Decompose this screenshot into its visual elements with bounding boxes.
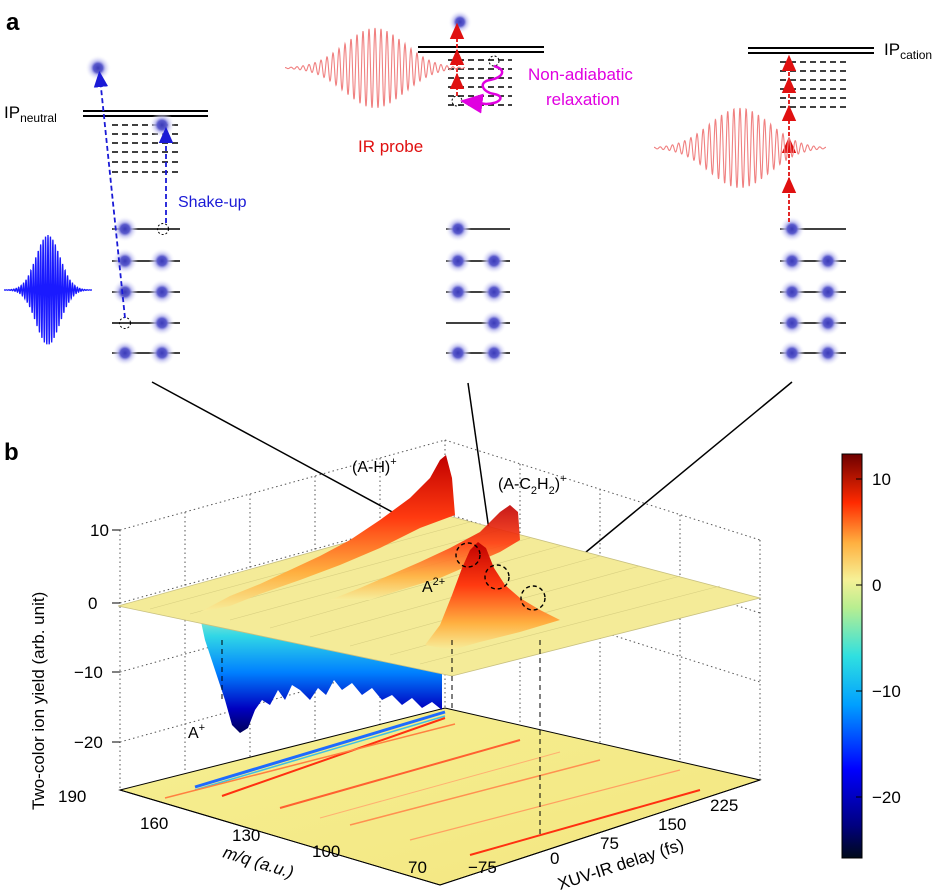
ir-pulse-icon [653, 107, 827, 188]
ip-neutral-label: IPneutral [4, 103, 57, 125]
delay-tick: 75 [600, 834, 619, 853]
a-minus-h-ridge [200, 455, 455, 612]
colorbar: 10 0 −10 −20 [841, 453, 901, 859]
hole-icon [488, 55, 500, 67]
mq-tick: 130 [232, 826, 260, 845]
label-a-c2h2: (A-C2H2)+ [498, 473, 566, 497]
rydberg-levels [112, 124, 178, 173]
colorbar-tick: −20 [872, 788, 901, 807]
panel-label-b: b [4, 439, 19, 466]
ip-cation-label: IPcation [884, 40, 932, 62]
label-a-minus-h: (A-H)+ [352, 456, 397, 476]
z-tick: −20 [74, 733, 103, 752]
mq-axis-label: m/q (a.u.) [221, 843, 296, 882]
z-tick: 0 [88, 594, 97, 613]
colorbar-tick: 10 [872, 470, 891, 489]
marker-circle [520, 585, 546, 611]
floor-projection [120, 708, 760, 885]
delay-tick: −75 [468, 858, 497, 877]
surface-base [117, 514, 762, 677]
delay-tick: 150 [658, 815, 686, 834]
colorbar-tick: 0 [872, 576, 881, 595]
marker-circle [455, 542, 481, 568]
diagram-ir-probe: Non-adiabatic relaxation IR probe [285, 10, 633, 366]
delay-axis-label: XUV-IR delay (fs) [555, 835, 686, 894]
label-a2-plus: A2+ [422, 576, 445, 596]
colorbar-tick: −10 [872, 682, 901, 701]
relaxation-arrow [460, 64, 504, 114]
colorbar-gradient [841, 453, 863, 859]
label-a-plus: A+ [188, 722, 205, 742]
non-adiabatic-label-2: relaxation [546, 90, 620, 109]
panel-label-a: a [6, 9, 20, 36]
shake-up-label: Shake-up [178, 194, 247, 211]
diagram-shake-up: IPneutral Shake-up [3, 55, 247, 366]
ir-probe-label: IR probe [358, 137, 423, 156]
diagram-cation: IPcation [653, 40, 932, 366]
ionization-arrow [93, 70, 126, 319]
z-tick: 10 [90, 521, 109, 540]
non-adiabatic-label-1: Non-adiabatic [528, 65, 633, 84]
floor-stripes [164, 710, 701, 856]
electrons [85, 55, 175, 366]
ir-pulse-icon [285, 27, 465, 108]
delay-tick: 225 [710, 796, 738, 815]
a2-plus-peak [425, 542, 560, 650]
xuv-pulse-icon [3, 234, 93, 345]
mq-tick: 100 [312, 842, 340, 861]
delay-tick: 0 [550, 849, 559, 868]
marker-circle [484, 564, 510, 590]
mq-tick: 70 [408, 858, 427, 877]
mq-tick: 160 [140, 814, 168, 833]
z-axis-label: Two-color ion yield (arb. unit) [29, 592, 48, 810]
hole-icon [157, 223, 169, 235]
z-tick: −10 [74, 663, 103, 682]
mq-tick: 190 [58, 787, 86, 806]
z-axis: Two-color ion yield (arb. unit) 10 0 −10… [29, 521, 120, 810]
